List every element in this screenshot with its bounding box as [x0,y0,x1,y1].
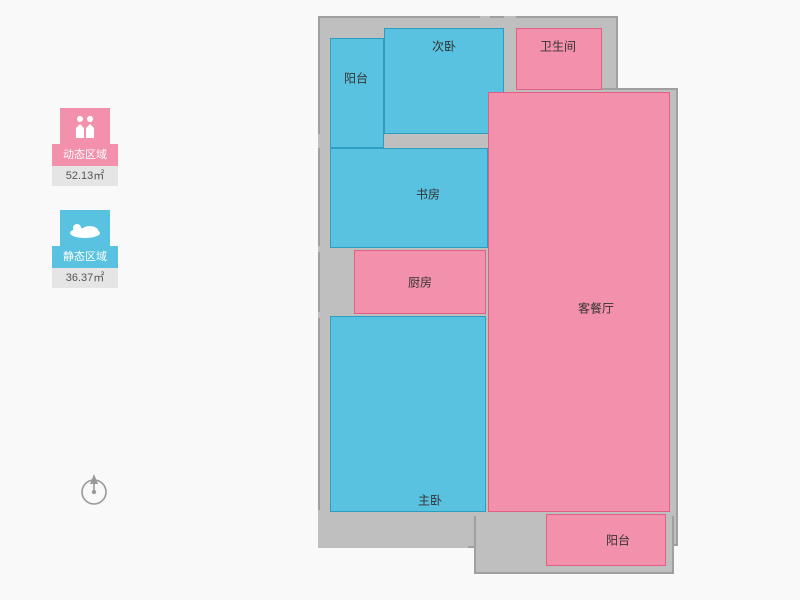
room-master-bedroom [330,316,486,512]
room-label-second-bedroom: 次卧 [432,38,456,55]
floor-plan: 阳台次卧卫生间书房厨房客餐厅主卧阳台 [318,16,678,576]
room-label-bathroom: 卫生间 [540,38,576,55]
wall [318,510,468,548]
legend-static: 静态区域 36.37㎡ [52,210,118,288]
wall [342,246,354,316]
legend: 动态区域 52.13㎡ 静态区域 36.37㎡ [52,108,118,312]
wall [504,16,516,92]
legend-dynamic: 动态区域 52.13㎡ [52,108,118,186]
people-icon [60,108,110,144]
room-label-master-bedroom: 主卧 [418,492,442,509]
room-study [330,148,488,248]
room-label-balcony-top: 阳台 [344,70,368,87]
legend-dynamic-value: 52.13㎡ [52,166,118,186]
sleep-icon [60,210,110,246]
room-label-balcony-bottom: 阳台 [606,532,630,549]
legend-dynamic-title: 动态区域 [52,144,118,166]
legend-static-value: 36.37㎡ [52,268,118,288]
room-label-kitchen: 厨房 [408,274,432,291]
room-label-living: 客餐厅 [578,300,614,317]
room-label-study: 书房 [416,186,440,203]
room-balcony-top [330,38,384,148]
compass-icon [76,472,112,508]
legend-static-title: 静态区域 [52,246,118,268]
